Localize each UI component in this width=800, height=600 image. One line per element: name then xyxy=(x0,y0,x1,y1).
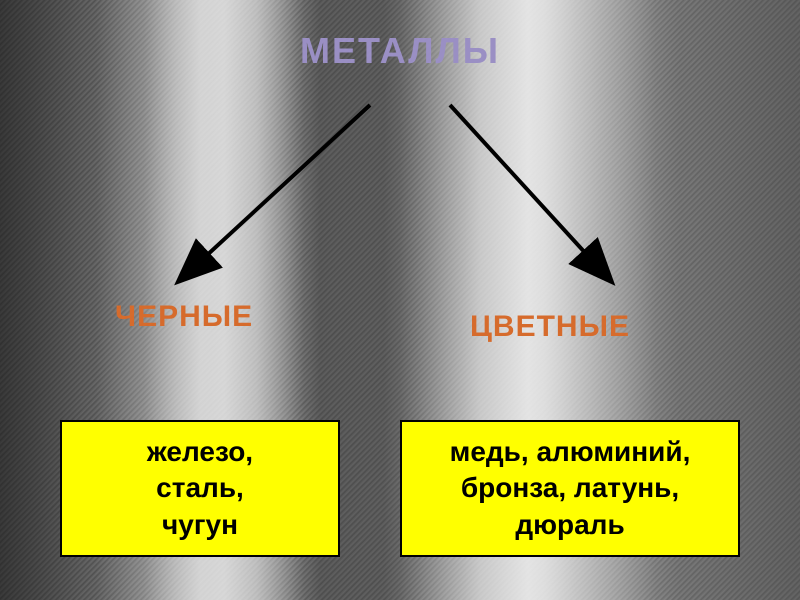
category-label-right: ЦВЕТНЫЕ xyxy=(470,310,630,344)
diagram-title: МЕТАЛЛЫ xyxy=(300,30,500,72)
info-box-left: железо,сталь,чугун xyxy=(60,420,340,557)
info-box-right: медь, алюминий,бронза, латунь,дюраль xyxy=(400,420,740,557)
arrow-left xyxy=(180,105,370,280)
arrow-right xyxy=(450,105,610,280)
category-label-left: ЧЕРНЫЕ xyxy=(115,300,253,334)
arrows-container xyxy=(0,85,800,285)
arrows-svg xyxy=(0,85,800,305)
